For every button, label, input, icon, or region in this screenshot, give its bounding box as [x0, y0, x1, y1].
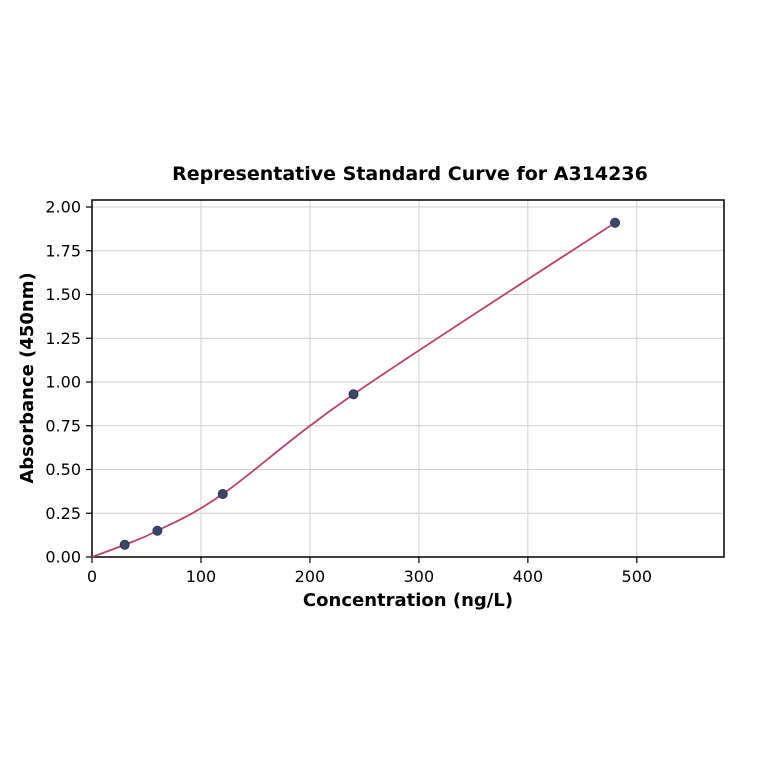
x-tick-label: 0 [87, 567, 97, 586]
data-point [610, 217, 621, 228]
grid-lines [91, 200, 724, 558]
x-tick-label: 100 [186, 567, 217, 586]
x-tick-label: 200 [295, 567, 326, 586]
x-tick-label: 300 [404, 567, 435, 586]
chart-title: Representative Standard Curve for A31423… [172, 163, 648, 185]
y-tick-label: 1.00 [45, 373, 81, 392]
y-tick-label: 0.00 [45, 548, 81, 567]
chart-data-layer [91, 217, 621, 558]
x-tick-label: 400 [513, 567, 544, 586]
data-point [217, 489, 228, 499]
plot-border [91, 199, 725, 558]
y-tick-label: 1.50 [45, 285, 81, 304]
y-tick-label: 2.00 [45, 198, 81, 217]
data-point [152, 525, 163, 536]
y-tick-label: 0.75 [45, 416, 81, 435]
x-tick-label: 500 [622, 567, 653, 586]
y-tick-label: 0.25 [45, 504, 81, 523]
data-point [119, 539, 130, 550]
y-tick-label: 0.50 [45, 460, 81, 479]
axes: 0 100 200 300 400 500 0.00 0.25 0.50 0.75 1.00 1.25… [45, 198, 725, 586]
y-axis-label: Absorbance (450nm) [17, 272, 38, 483]
y-tick-label: 1.75 [45, 241, 81, 260]
y-tick-label: 1.25 [45, 329, 81, 348]
x-axis-label: Concentration (ng/L) [303, 590, 513, 611]
data-point [348, 389, 359, 400]
